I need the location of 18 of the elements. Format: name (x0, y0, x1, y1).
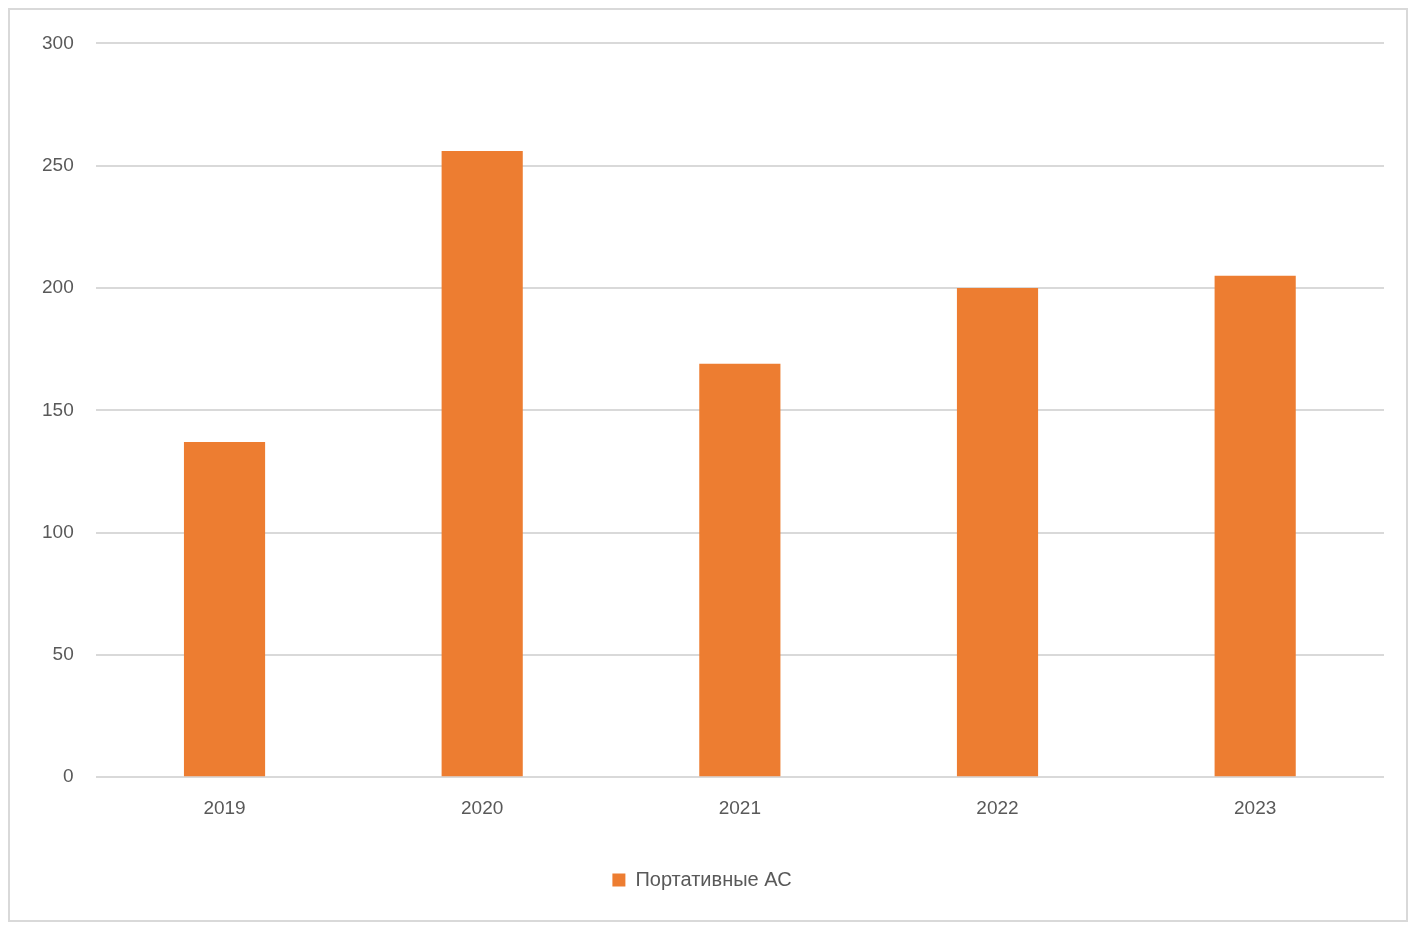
bar (956, 288, 1039, 777)
legend-label: Портативные АС (635, 867, 792, 890)
x-tick-label: 2023 (1234, 796, 1277, 818)
bar (441, 151, 523, 777)
x-tick-label: 2019 (203, 796, 246, 818)
y-tick-label: 200 (42, 276, 74, 298)
bar (699, 363, 781, 777)
y-tick-label: 150 (42, 398, 74, 420)
y-tick-label: 0 (63, 765, 74, 787)
x-tick-label: 2020 (461, 796, 504, 818)
x-tick-label: 2021 (718, 796, 761, 818)
bar (1214, 275, 1296, 777)
x-tick-label: 2022 (976, 796, 1019, 818)
y-tick-label: 300 (42, 31, 74, 53)
y-tick-label: 50 (52, 643, 74, 665)
y-tick-label: 250 (42, 153, 74, 175)
bar (183, 442, 266, 777)
y-tick-label: 100 (42, 520, 74, 542)
